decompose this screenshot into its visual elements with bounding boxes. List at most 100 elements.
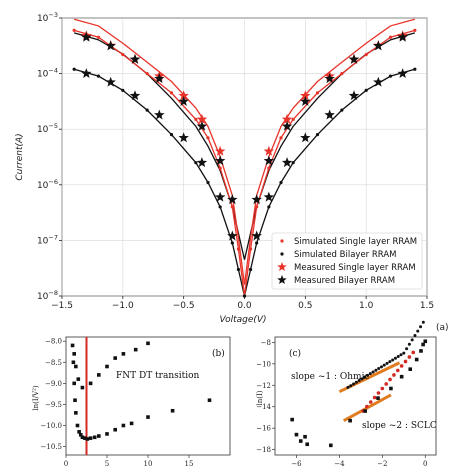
legend-marker-star <box>277 275 287 285</box>
panel-c-dense-point <box>421 320 425 324</box>
panel-b-point <box>80 435 85 440</box>
series-0-dot-point <box>255 205 259 209</box>
panel-b-y-tick-label: −8.5 <box>45 359 62 367</box>
panel-c-dense-point <box>379 365 383 369</box>
panel-c-red-point <box>407 355 412 359</box>
panel-b-point <box>72 352 76 356</box>
series-1-dot-point <box>364 88 368 92</box>
panel-c-point <box>298 439 303 443</box>
panel-b-point <box>75 423 80 428</box>
series-0-dot-point <box>145 72 149 76</box>
panel-c-point <box>376 396 380 400</box>
main-x-tick-label: 0.0 <box>237 301 252 311</box>
panel-b-y-axis-label: ln(I/V²) <box>32 385 40 410</box>
main-x-axis-label: Voltage(V) <box>219 315 266 325</box>
panel-c-point <box>305 442 309 447</box>
panel-c-y-tick-label: −12 <box>256 382 271 390</box>
panel-c-y-tick-label: −14 <box>256 403 271 411</box>
panel-c-point <box>408 367 413 371</box>
panel-b-point <box>146 415 150 419</box>
series-3-star-point-upper <box>196 120 208 131</box>
series-3-star-point-upper <box>373 40 384 51</box>
panel-c-y-tick-label: −16 <box>256 425 271 433</box>
series-0-dot-point <box>267 166 271 170</box>
panel-c-label: (c) <box>289 348 301 359</box>
panel-b-y-tick-label: −9.0 <box>45 380 62 388</box>
panel-c-dense-point <box>377 367 381 371</box>
panel-b-point <box>74 364 78 369</box>
panel-b-point <box>207 398 212 403</box>
series-0-dot-point <box>315 91 320 95</box>
series-2-star-point <box>196 113 208 124</box>
legend-label: Measured Bilayer RRAM <box>294 276 395 286</box>
panel-b-point <box>70 343 75 348</box>
panel-c-points <box>290 320 428 448</box>
panel-c-point <box>414 357 419 362</box>
panel-b-point <box>113 427 117 432</box>
panel-c-red-point <box>399 364 404 368</box>
main-y-tick-label: 10−3 <box>37 11 58 24</box>
series-1-dot-point <box>236 267 241 272</box>
series-3-star-point <box>300 132 311 143</box>
panel-c-dense-point <box>413 333 417 337</box>
series-0-dot-point <box>236 247 241 251</box>
panel-c-dense-point <box>357 379 361 383</box>
series-3-star-point-upper <box>214 155 226 166</box>
series-1-dot-point <box>248 267 253 272</box>
series-1-dot-point <box>340 108 344 112</box>
main-legend: Simulated Single layer RRAM Simulated Bil… <box>271 232 423 290</box>
series-2-star-point <box>263 145 275 156</box>
main-y-axis-label: Current(A) <box>15 133 25 180</box>
series-2-star-point <box>281 113 293 124</box>
series-3-star-point-upper <box>397 31 408 42</box>
series-3-star-point <box>105 76 116 87</box>
series-2-star-point <box>300 90 311 101</box>
panel-c-red-point <box>384 382 388 386</box>
main-x-tick-label: −0.5 <box>173 301 195 311</box>
series-1-dot-point <box>413 67 417 71</box>
panel-c-dense-point <box>391 358 395 362</box>
panel-b-points <box>70 337 212 455</box>
panel-b-point <box>121 423 126 428</box>
panel-c-red-point <box>388 377 392 382</box>
series-0-dot-point <box>230 205 234 209</box>
panel-b-point <box>88 436 93 440</box>
panel-c-dense-point <box>360 377 364 381</box>
main-y-tick-label: 10−6 <box>37 178 58 191</box>
legend-label: Measured Single layer RRAM <box>294 263 416 273</box>
panel-b-x-tick-label: 0 <box>64 460 68 468</box>
main-x-tick-label: 1.0 <box>359 301 374 311</box>
panel-c-dense-point <box>371 370 375 374</box>
panel-b-point <box>129 421 134 426</box>
panel-c-dense-point <box>385 361 389 365</box>
panel-c-dense-point <box>402 351 406 355</box>
series-0-dot-point <box>364 52 368 57</box>
series-1-dot-point <box>291 161 295 165</box>
panel-c-dense-point <box>416 329 420 333</box>
panel-c-dense-point <box>407 342 411 346</box>
main-y-tick-label: 10−4 <box>37 67 58 80</box>
series-0-dot-point <box>279 136 283 140</box>
series-1-dot-point <box>267 205 271 209</box>
series-3-star-point-upper <box>129 53 141 64</box>
series-3-star-point-upper <box>300 95 311 106</box>
series-3-star-point-upper <box>263 155 275 166</box>
panel-b-x-tick-label: 10 <box>144 460 153 468</box>
series-1-dot-point <box>230 241 234 245</box>
panel-c-red-point <box>380 386 385 391</box>
series-0-dot-point <box>218 166 222 170</box>
panel-b-point <box>97 373 101 377</box>
legend-label: Simulated Bilayer RRAM <box>294 250 397 260</box>
panel-c-point <box>423 339 428 344</box>
panel-c-point <box>294 432 299 437</box>
legend-marker-star <box>277 262 287 272</box>
panel-c-point <box>389 386 393 391</box>
panel-c-red-point <box>372 395 377 400</box>
main-x-tick-label: −1.5 <box>51 301 73 311</box>
series-3-star-point-upper <box>105 40 116 51</box>
series-2-star-point <box>178 90 189 101</box>
panel-c-y-tick-label: −8 <box>261 339 271 347</box>
panel-b-point <box>78 432 83 437</box>
panel-c-ohmic-fit <box>338 361 401 394</box>
series-1-dot-point <box>315 132 320 137</box>
